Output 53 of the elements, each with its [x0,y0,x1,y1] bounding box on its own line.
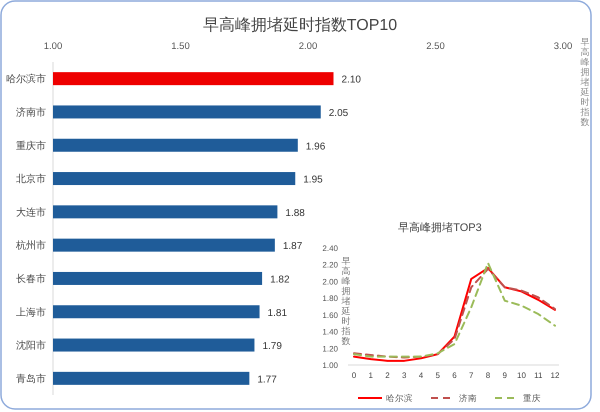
y-tick-label: 杭州市 [15,240,46,252]
text: 早高峰拥堵延时指数 [580,37,590,127]
data-label: 2.10 [342,74,362,86]
y-tick-label: 北京市 [16,173,46,186]
y-tick-label: 重庆市 [16,140,46,152]
y-tick-label: 1.80 [322,294,339,304]
x-tick-label: 9 [502,371,508,380]
x-tick-label: 8 [486,371,491,380]
data-label: 1.87 [282,241,303,252]
data-label: 1.77 [257,374,278,386]
x-tick-label: 5 [436,371,441,380]
text: 早高峰拥堵延时指数 [342,256,350,346]
x-tick-label: 3.00 [554,41,572,52]
y-tick-label: 大连市 [16,206,46,218]
x-tick-label: 3 [402,371,408,380]
legend-label: 济南 [459,393,477,403]
x-tick-label: 1 [368,371,374,380]
y-tick-label: 济南市 [16,106,46,118]
y-tick-label: 青岛市 [16,372,46,385]
x-tick-label: 10 [517,371,526,380]
x-tick-label: 0 [352,371,357,380]
data-label: 1.82 [270,274,290,286]
x-tick-label: 4 [418,371,424,380]
data-label: 1.95 [303,174,324,186]
y-tick-label: 1.20 [322,344,339,354]
x-tick-label: 6 [452,371,458,380]
y-tick-label: 2.20 [322,260,339,270]
legend-label: 哈尔滨 [386,393,413,403]
y-tick-label: 哈尔滨市 [6,73,46,86]
data-label: 1.96 [306,141,326,152]
legend-label: 重庆 [523,393,541,403]
x-tick-label: 2 [385,371,390,380]
x-tick-label: 1.50 [171,41,190,52]
data-label: 1.81 [268,308,288,319]
x-tick-label: 11 [534,371,543,380]
x-tick-label: 2.50 [426,41,445,52]
chart-title: 早高峰拥堵延时指数TOP10 [202,16,398,34]
y-tick-label: 1.60 [322,310,339,320]
y-tick-label: 1.40 [322,328,339,337]
x-tick-label: 2.00 [298,41,318,52]
y-tick-label: 上海市 [16,306,46,318]
x-tick-label: 12 [550,371,560,380]
y-tick-label: 沈阳市 [16,340,46,352]
y-tick-label: 长春市 [16,272,46,285]
x-tick-label: 7 [469,371,474,380]
y-tick-label: 2.00 [322,277,339,286]
y-tick-label: 2.40 [322,244,339,253]
x-tick-label: 1.00 [44,41,62,52]
data-label: 1.79 [262,341,282,352]
y-tick-label: 1.00 [322,361,339,370]
data-label: 1.88 [285,208,306,219]
chart-title: 早高峰拥堵TOP3 [398,221,482,234]
data-label: 2.05 [328,108,349,119]
